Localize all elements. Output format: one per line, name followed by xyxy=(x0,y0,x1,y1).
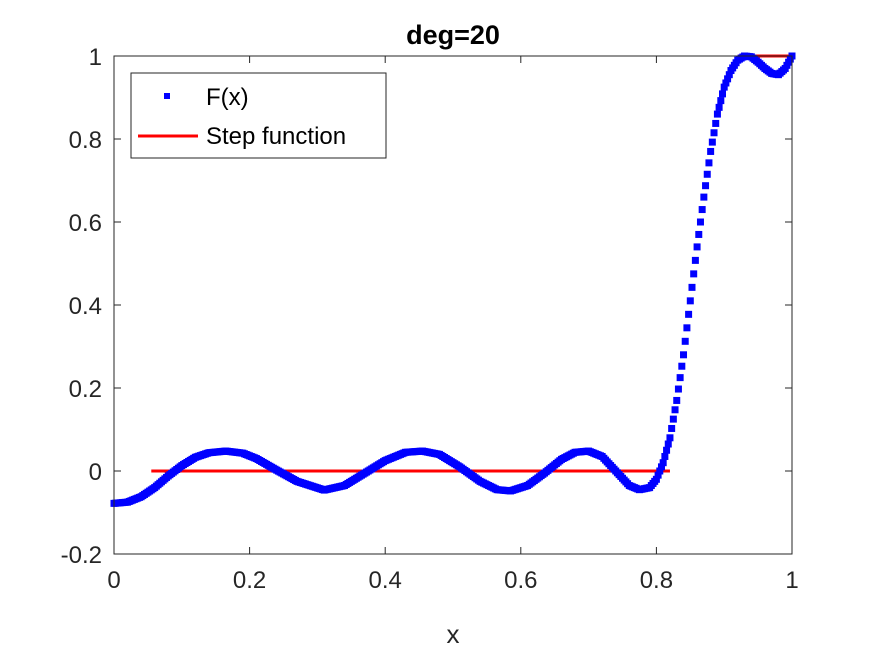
f-x-point xyxy=(717,97,725,105)
x-tick-label: 0.6 xyxy=(504,567,537,594)
f-x-point xyxy=(676,374,684,382)
legend-label-step-function: Step function xyxy=(206,123,346,150)
f-x-point xyxy=(691,256,699,264)
f-x-point xyxy=(725,71,733,79)
x-axis-title: x xyxy=(447,619,460,649)
legend-marker-f-x xyxy=(164,93,170,99)
f-x-point xyxy=(686,297,694,305)
f-x-point xyxy=(707,147,715,155)
f-x-point xyxy=(681,337,689,345)
f-x-point xyxy=(685,310,693,318)
f-x-point xyxy=(713,110,721,118)
x-tick-label: 0.8 xyxy=(640,567,673,594)
f-x-point xyxy=(705,159,713,167)
f-x-point xyxy=(710,129,718,137)
f-x-point xyxy=(712,119,720,127)
y-tick-label: -0.2 xyxy=(61,542,102,569)
f-x-point xyxy=(722,79,730,87)
x-tick-label: 0.2 xyxy=(233,567,266,594)
f-x-point xyxy=(678,362,686,370)
x-tick-label: 0.4 xyxy=(369,567,402,594)
f-x-point xyxy=(657,463,665,471)
f-x-point xyxy=(720,83,728,91)
y-tick-label: 0.4 xyxy=(69,293,102,320)
f-x-point xyxy=(654,471,662,479)
f-x-point xyxy=(659,459,667,467)
legend-label-f-x: F(x) xyxy=(206,84,249,111)
f-x-point xyxy=(656,467,664,475)
f-x-point xyxy=(690,270,698,278)
f-x-point xyxy=(683,324,691,332)
x-tick-label: 0 xyxy=(107,567,120,594)
f-x-point xyxy=(652,475,660,483)
f-x-point xyxy=(668,424,676,432)
f-x-point xyxy=(708,138,716,146)
y-tick-label: 0 xyxy=(89,459,102,486)
f-x-point xyxy=(671,406,679,414)
chart-title: deg=20 xyxy=(406,20,500,50)
y-tick-label: 0.2 xyxy=(69,376,102,403)
f-x-point xyxy=(673,396,681,404)
f-x-point xyxy=(695,230,703,238)
f-x-point xyxy=(688,283,696,291)
legend-box xyxy=(130,72,387,159)
legend: F(x) Step function xyxy=(130,72,387,159)
f-x-point xyxy=(703,170,711,178)
f-x-point xyxy=(693,243,701,251)
f-x-point xyxy=(669,415,677,423)
f-x-point xyxy=(698,206,706,214)
y-tick-label: 0.6 xyxy=(69,210,102,237)
y-tick-label: 1 xyxy=(89,44,102,71)
f-x-markers xyxy=(110,52,796,507)
f-x-point xyxy=(661,452,669,460)
f-x-point xyxy=(674,385,682,393)
f-x-point xyxy=(719,90,727,98)
x-tick-label: 1 xyxy=(785,567,798,594)
axes-layer: 0 0.2 0.4 0.6 0.8 1-0.200.20.40.60.81 xyxy=(61,44,799,594)
series-layer xyxy=(110,52,796,507)
f-x-point xyxy=(700,193,708,201)
f-x-point xyxy=(664,440,672,448)
y-tick-label: 0.8 xyxy=(69,127,102,154)
f-x-point xyxy=(663,446,671,454)
f-x-point xyxy=(715,103,723,111)
f-x-point xyxy=(702,182,710,190)
f-x-point xyxy=(680,351,688,359)
f-x-point xyxy=(696,218,704,226)
f-x-point xyxy=(666,434,674,442)
f-x-point xyxy=(724,75,732,83)
